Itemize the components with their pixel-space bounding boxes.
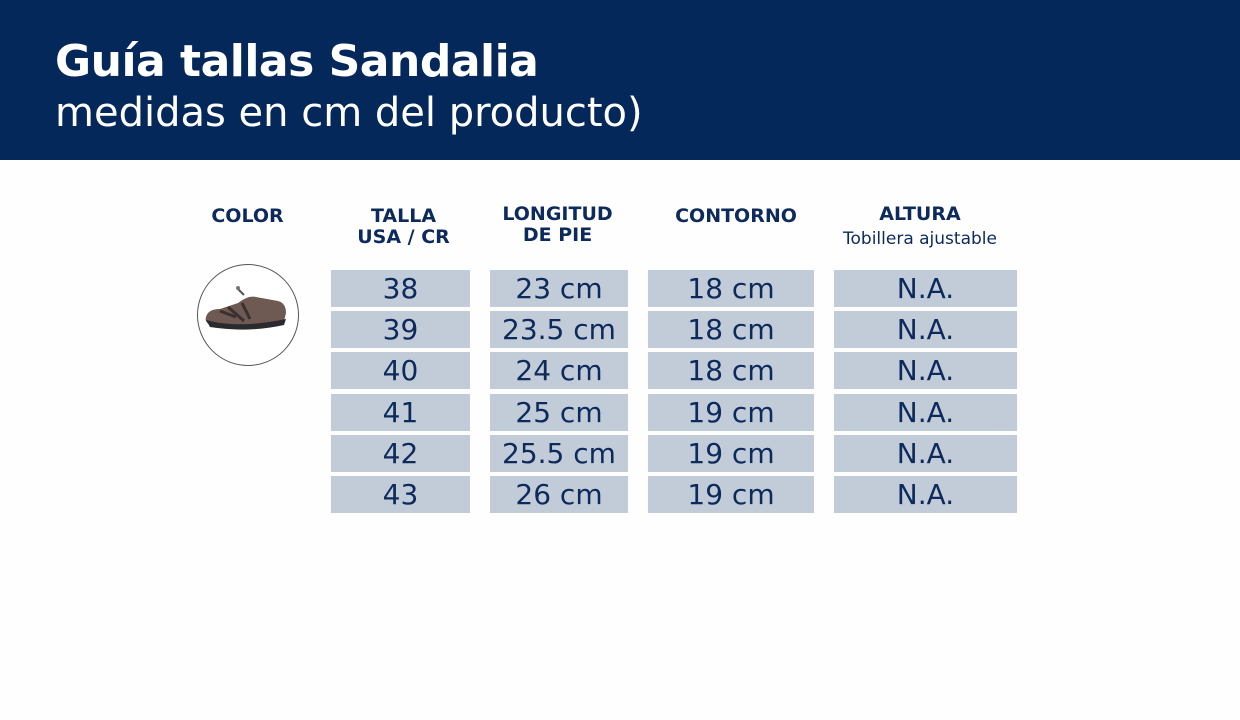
cell-contorno: 18 cm [648, 352, 814, 389]
cell-contorno: 19 cm [648, 394, 814, 431]
cell-talla: 43 [331, 476, 470, 513]
cell-altura: N.A. [834, 394, 1017, 431]
page-title: Guía tallas Sandalia [55, 36, 539, 87]
page-subtitle: medidas en cm del producto) [55, 90, 643, 136]
header-banner: Guía tallas Sandalia medidas en cm del p… [0, 0, 1240, 160]
cell-talla: 39 [331, 311, 470, 348]
cell-longitud: 24 cm [490, 352, 628, 389]
product-color-thumbnail [197, 264, 299, 366]
cell-talla: 40 [331, 352, 470, 389]
cell-contorno: 19 cm [648, 435, 814, 472]
cell-contorno: 18 cm [648, 311, 814, 348]
column-header-longitud: LONGITUD DE PIE [480, 204, 635, 246]
cell-talla: 38 [331, 270, 470, 307]
cell-altura: N.A. [834, 435, 1017, 472]
cell-talla: 42 [331, 435, 470, 472]
cell-longitud: 23.5 cm [490, 311, 628, 348]
column-header-altura: ALTURA Tobillera ajustable [820, 204, 1020, 250]
column-header-label: COLOR [211, 205, 284, 227]
cell-talla: 41 [331, 394, 470, 431]
cell-contorno: 19 cm [648, 476, 814, 513]
column-header-label: LONGITUD DE PIE [502, 203, 613, 246]
column-header-talla: TALLA USA / CR [331, 206, 476, 248]
column-header-color: COLOR [200, 206, 295, 227]
cell-altura: N.A. [834, 476, 1017, 513]
cell-longitud: 23 cm [490, 270, 628, 307]
sandal-icon [205, 286, 286, 330]
cell-contorno: 18 cm [648, 270, 814, 307]
column-header-sublabel: Tobillera ajustable [843, 229, 997, 249]
column-header-label: ALTURA [879, 203, 961, 225]
cell-longitud: 25.5 cm [490, 435, 628, 472]
cell-altura: N.A. [834, 352, 1017, 389]
column-header-label: CONTORNO [675, 205, 797, 227]
cell-longitud: 26 cm [490, 476, 628, 513]
column-header-label: TALLA USA / CR [357, 205, 450, 248]
cell-longitud: 25 cm [490, 394, 628, 431]
column-header-contorno: CONTORNO [650, 206, 822, 227]
cell-altura: N.A. [834, 270, 1017, 307]
cell-altura: N.A. [834, 311, 1017, 348]
